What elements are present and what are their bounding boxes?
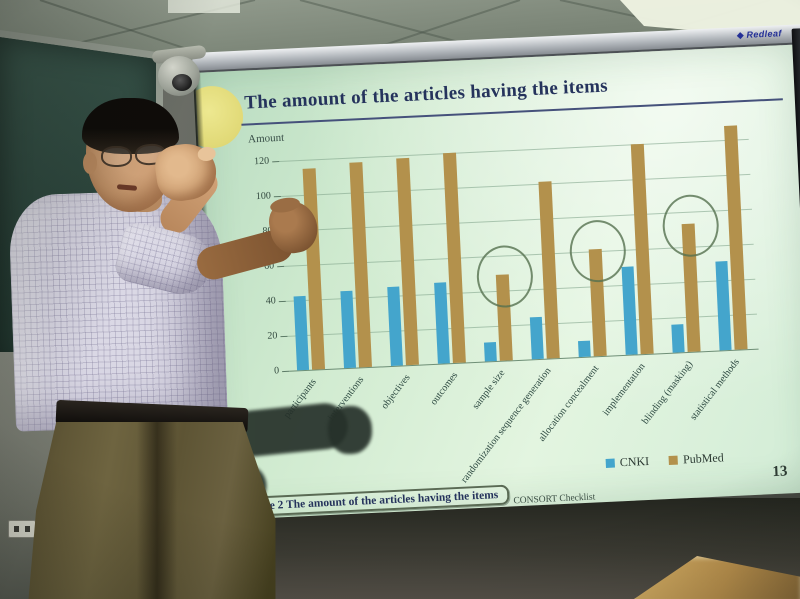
bar-cnki [578, 340, 591, 358]
y-tick-label: 60 [263, 260, 275, 272]
legend-swatch-pubmed [668, 455, 679, 465]
y-tick-mark [273, 195, 281, 198]
brand-label: Redleaf [746, 28, 782, 40]
legend-item-cnki: CNKI [605, 454, 649, 471]
y-tick-label: 80 [262, 225, 273, 237]
x-category-label: randomization sequence generation [459, 365, 554, 486]
bar-cnki [387, 286, 403, 366]
projector-screen: Redleaf The amount of the articles havin… [192, 23, 800, 537]
camera-lens-icon [172, 74, 192, 91]
ceiling-light-small [168, 0, 240, 13]
x-category-label: statistical methods [687, 356, 742, 423]
bar-cnki [671, 324, 685, 353]
chart-gridline [279, 138, 749, 163]
bar-cnki [483, 342, 497, 362]
slide-page-number: 13 [772, 463, 788, 481]
presentation-slide: The amount of the articles having the it… [194, 44, 800, 521]
x-category-label: sample size [470, 367, 507, 412]
y-tick-label: 20 [267, 330, 278, 342]
y-tick-label: 0 [273, 365, 280, 377]
highlight-circle [474, 244, 534, 310]
y-tick-mark [278, 300, 286, 303]
y-tick-label: 120 [253, 155, 270, 168]
y-tick-mark [272, 161, 280, 163]
x-category-label: implementation [600, 361, 648, 418]
legend-label: PubMed [682, 450, 724, 467]
legend-item-pubmed: PubMed [668, 450, 724, 468]
highlight-circle [567, 219, 627, 284]
x-category-label: objectives [379, 372, 414, 412]
bar-cnki [434, 282, 450, 364]
y-tick-label: 40 [265, 295, 277, 307]
security-camera [146, 44, 212, 116]
x-category-label: blinding (masking) [639, 359, 695, 427]
bar-cnki [529, 316, 544, 360]
chalkboard [0, 30, 163, 395]
legend-swatch-cnki [605, 458, 615, 468]
redleaf-brand: Redleaf [736, 28, 782, 40]
redleaf-logo-icon [736, 32, 744, 40]
bar-cnki [293, 295, 310, 371]
power-outlet [98, 512, 126, 530]
x-category-label: outcomes [428, 370, 460, 408]
bar-cnki [621, 266, 638, 355]
y-tick-label: 100 [255, 190, 272, 203]
y-tick-mark [277, 265, 285, 268]
legend-label: CNKI [619, 453, 650, 470]
power-outlet [8, 520, 36, 538]
bar-cnki [715, 261, 732, 351]
bar-cnki [340, 290, 357, 369]
y-tick-mark [280, 335, 288, 338]
fist-shadow [326, 404, 374, 455]
y-tick-mark [275, 230, 283, 233]
y-tick-mark [282, 370, 290, 373]
